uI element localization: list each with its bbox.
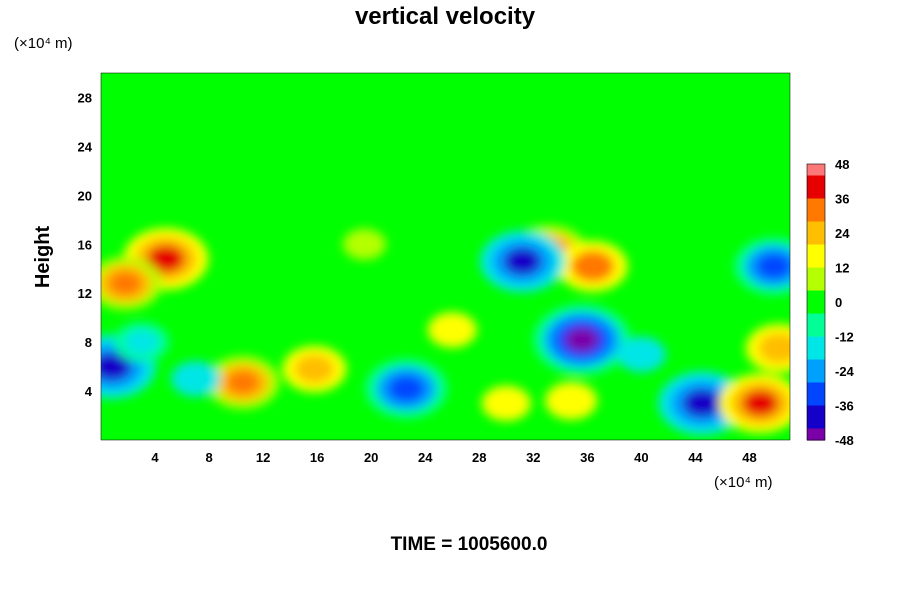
- velocity-feature-3: [101, 256, 162, 310]
- colorbar-band: [807, 359, 825, 372]
- plot-frame: [100, 72, 791, 441]
- velocity-feature-1: [282, 345, 347, 393]
- colorbar-band: [807, 210, 825, 223]
- y-axis-unit: (×10⁴ m): [14, 35, 73, 52]
- velocity-feature-7: [719, 373, 790, 434]
- colorbar-band: [807, 244, 825, 257]
- colorbar-band: [807, 164, 825, 177]
- colorbar-band: [807, 417, 825, 430]
- chart-title: vertical velocity: [355, 3, 536, 30]
- velocity-feature-20: [745, 323, 790, 373]
- colorbar-band: [807, 290, 825, 303]
- x-tick-label-0: 4: [151, 450, 159, 465]
- x-tick-label-6: 28: [472, 450, 486, 465]
- colorbar-tick-0: 48: [835, 157, 849, 172]
- colorbar-tick-1: 36: [835, 192, 849, 207]
- velocity-feature-9: [533, 304, 631, 375]
- colorbar-band: [807, 175, 825, 188]
- x-tick-label-11: 48: [742, 450, 756, 465]
- x-tick-label-7: 32: [526, 450, 540, 465]
- velocity-feature-8: [365, 358, 448, 419]
- x-tick-label-8: 36: [580, 450, 594, 465]
- velocity-feature-10: [480, 230, 566, 293]
- x-axis-unit: (×10⁴ m): [714, 474, 773, 491]
- time-label: TIME = 1005600.0: [391, 534, 548, 555]
- x-tick-label-3: 16: [310, 450, 324, 465]
- x-tick-label-10: 44: [688, 450, 703, 465]
- x-tick-label-4: 20: [364, 450, 378, 465]
- x-tick-label-2: 12: [256, 450, 270, 465]
- y-tick-label-3: 16: [78, 237, 92, 252]
- colorbar-tick-8: -48: [835, 433, 854, 448]
- colorbar-tick-5: -12: [835, 330, 854, 345]
- y-tick-label-2: 12: [78, 286, 92, 301]
- colorbar: 48 36 24 12 0 -12 -24 -36 -48: [806, 157, 855, 448]
- colorbar-band: [807, 198, 825, 211]
- colorbar-band: [807, 187, 825, 200]
- x-tick-label-9: 40: [634, 450, 648, 465]
- y-tick-label-4: 20: [78, 188, 92, 203]
- colorbar-band: [807, 233, 825, 246]
- colorbar-band: [807, 405, 825, 418]
- colorbar-tick-4: 0: [835, 295, 842, 310]
- velocity-feature-0: [206, 356, 280, 410]
- colorbar-band: [807, 371, 825, 384]
- colorbar-tick-3: 12: [835, 261, 849, 276]
- colorbar-band: [807, 382, 825, 395]
- colorbar-band: [807, 302, 825, 315]
- colorbar-band: [807, 221, 825, 234]
- colorbar-band: [807, 428, 825, 441]
- colorbar-band: [807, 313, 825, 326]
- velocity-feature-6: [658, 371, 747, 436]
- colorbar-frame: [806, 163, 826, 441]
- plot-area: [101, 73, 790, 440]
- velocity-feature-19: [342, 228, 386, 260]
- y-tick-label-5: 24: [78, 139, 93, 154]
- velocity-feature-15: [427, 312, 477, 348]
- y-tick-label-1: 8: [85, 335, 92, 350]
- velocity-feature-14: [545, 382, 598, 420]
- y-tick-label-6: 28: [78, 90, 92, 105]
- colorbar-band: [807, 348, 825, 361]
- velocity-feature-11: [734, 237, 790, 295]
- x-tick-label-5: 24: [418, 450, 433, 465]
- velocity-feature-5: [557, 240, 628, 292]
- colorbar-band: [807, 279, 825, 292]
- velocity-feature-13: [481, 385, 531, 421]
- colorbar-band: [807, 325, 825, 338]
- velocity-feature-16: [171, 361, 221, 397]
- colorbar-tick-6: -24: [835, 364, 855, 379]
- y-tick-label-0: 4: [85, 384, 93, 399]
- colorbar-tick-7: -36: [835, 399, 854, 414]
- colorbar-tick-2: 24: [835, 226, 850, 241]
- colorbar-band: [807, 394, 825, 407]
- colorbar-band: [807, 267, 825, 280]
- x-tick-label-1: 8: [205, 450, 212, 465]
- colorbar-band: [807, 336, 825, 349]
- colorbar-band: [807, 256, 825, 269]
- velocity-feature-18: [616, 336, 666, 373]
- velocity-feature-17: [114, 322, 170, 363]
- y-axis-label: Height: [32, 226, 54, 289]
